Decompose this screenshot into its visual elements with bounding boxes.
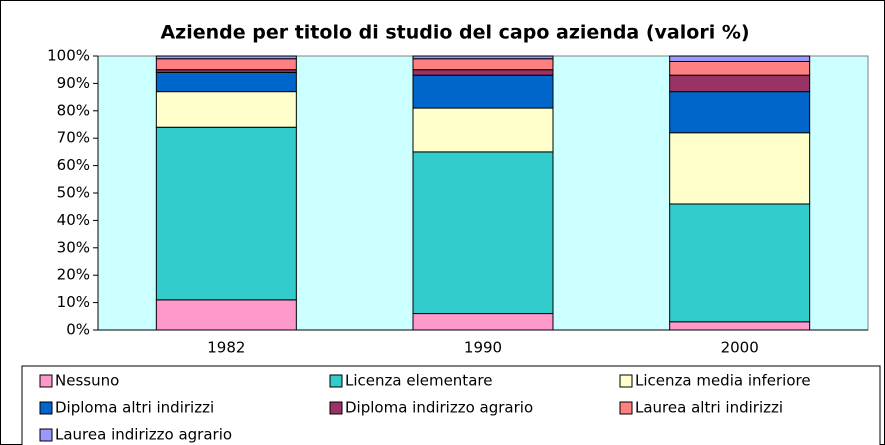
bar-segment: [412, 58, 554, 71]
legend-swatch: [619, 374, 633, 388]
bar-segment: [412, 107, 554, 153]
legend-label: Diploma altri indirizzi: [55, 399, 214, 417]
y-tick-label: 60%: [57, 156, 90, 174]
y-tick-label: 90%: [57, 74, 90, 92]
y-tick-label: 80%: [57, 101, 90, 119]
x-tick-label: 2000: [721, 339, 759, 357]
legend-label: Licenza elementare: [345, 372, 492, 390]
legend-label: Laurea altri indirizzi: [635, 399, 783, 417]
bar-segment: [155, 58, 297, 71]
legend-swatch: [39, 401, 53, 415]
bar-segment: [412, 151, 554, 315]
bar-segment: [669, 132, 811, 205]
bar-segment: [155, 55, 297, 60]
y-tick-label: 0%: [66, 321, 90, 339]
legend-box: [21, 365, 881, 445]
x-tick-label: 1990: [464, 339, 502, 357]
legend-swatch: [619, 401, 633, 415]
bar-segment: [669, 60, 811, 76]
bar-segment: [155, 91, 297, 128]
bar-segment: [669, 74, 811, 93]
legend-label: Laurea indirizzo agrario: [55, 426, 232, 444]
y-tick-label: 70%: [57, 129, 90, 147]
bar-segment: [412, 74, 554, 109]
legend-swatch: [329, 401, 343, 415]
bar-segment: [669, 321, 811, 331]
y-tick-label: 40%: [57, 211, 90, 229]
bar-segment: [155, 299, 297, 331]
bar-segment: [412, 69, 554, 76]
y-tick-label: 30%: [57, 238, 90, 256]
bar-segment: [155, 71, 297, 93]
bar-segment: [155, 126, 297, 301]
bar-segment: [669, 91, 811, 134]
x-tick-label: 1982: [207, 339, 245, 357]
y-tick-label: 50%: [57, 184, 90, 202]
chart-title: Aziende per titolo di studio del capo az…: [160, 22, 749, 44]
legend-swatch: [329, 374, 343, 388]
y-tick-label: 100%: [47, 47, 90, 65]
legend-label: Licenza media inferiore: [635, 372, 811, 390]
bar-segment: [412, 313, 554, 331]
legend-label: Nessuno: [55, 372, 119, 390]
legend-label: Diploma indirizzo agrario: [345, 399, 533, 417]
legend-swatch: [39, 428, 53, 442]
bar-segment: [669, 203, 811, 323]
y-tick-label: 10%: [57, 293, 90, 311]
bar-segment: [669, 55, 811, 62]
legend-swatch: [39, 374, 53, 388]
y-tick-label: 20%: [57, 266, 90, 284]
bar-segment: [412, 55, 554, 60]
